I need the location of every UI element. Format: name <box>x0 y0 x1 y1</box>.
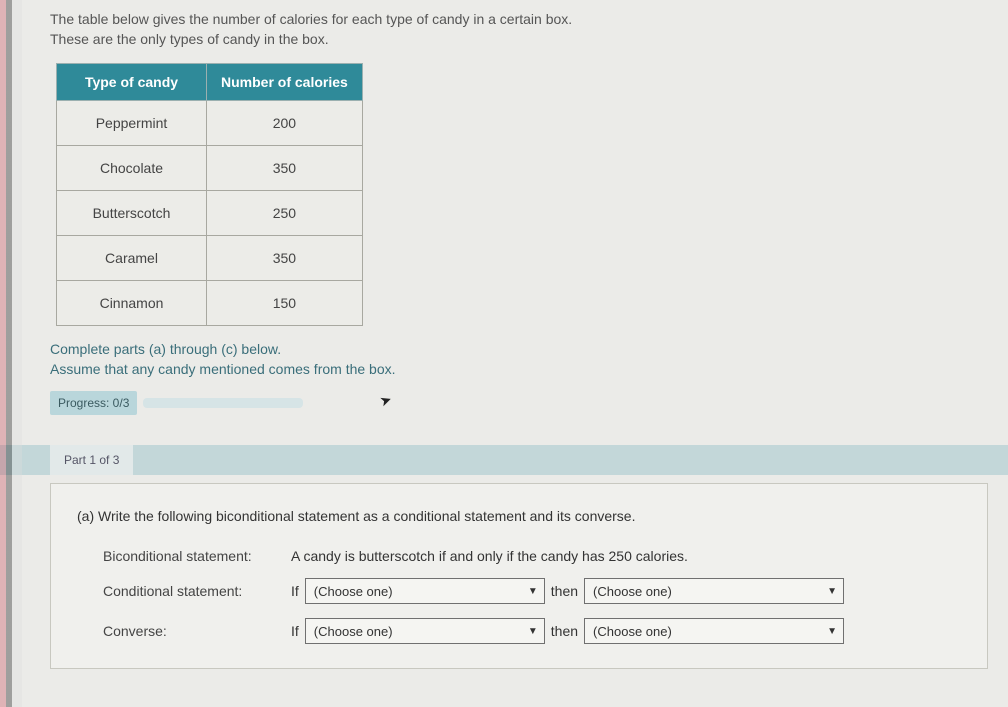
table-row: Peppermint 200 <box>57 101 363 146</box>
then-text: then <box>551 583 578 599</box>
table-header-type: Type of candy <box>57 64 207 101</box>
intro-line2: These are the only types of candy in the… <box>50 30 988 50</box>
if-text: If <box>291 623 299 639</box>
candy-table: Type of candy Number of calories Pepperm… <box>56 63 363 326</box>
intro-text: The table below gives the number of calo… <box>50 10 988 49</box>
question-card: (a) Write the following biconditional st… <box>50 483 988 669</box>
biconditional-label: Biconditional statement: <box>103 548 283 564</box>
chevron-down-icon: ▼ <box>827 626 837 637</box>
intro-line1: The table below gives the number of calo… <box>50 10 988 30</box>
biconditional-text: A candy is butterscotch if and only if t… <box>291 548 961 564</box>
chevron-down-icon: ▼ <box>528 586 538 597</box>
converse-if-dropdown[interactable]: (Choose one) ▼ <box>305 618 545 644</box>
dropdown-placeholder: (Choose one) <box>314 624 393 639</box>
then-text: then <box>551 623 578 639</box>
dropdown-placeholder: (Choose one) <box>593 584 672 599</box>
conditional-label: Conditional statement: <box>103 583 283 599</box>
converse-label: Converse: <box>103 623 283 639</box>
conditional-then-dropdown[interactable]: (Choose one) ▼ <box>584 578 844 604</box>
progress-label: Progress: 0/3 <box>50 391 137 415</box>
if-text: If <box>291 583 299 599</box>
part-tab: Part 1 of 3 <box>50 445 133 475</box>
part-bar: Part 1 of 3 <box>0 445 1008 475</box>
progress-row: Progress: 0/3 <box>50 391 988 415</box>
table-row: Butterscotch 250 <box>57 191 363 236</box>
progress-bar <box>143 398 303 408</box>
table-row: Chocolate 350 <box>57 146 363 191</box>
conditional-row: If (Choose one) ▼ then (Choose one) ▼ <box>291 578 961 604</box>
table-row: Cinnamon 150 <box>57 281 363 326</box>
question-prompt: (a) Write the following biconditional st… <box>77 508 961 524</box>
chevron-down-icon: ▼ <box>528 626 538 637</box>
converse-then-dropdown[interactable]: (Choose one) ▼ <box>584 618 844 644</box>
conditional-if-dropdown[interactable]: (Choose one) ▼ <box>305 578 545 604</box>
chevron-down-icon: ▼ <box>827 586 837 597</box>
instructions-text: Complete parts (a) through (c) below. As… <box>50 340 988 379</box>
dropdown-placeholder: (Choose one) <box>593 624 672 639</box>
table-row: Caramel 350 <box>57 236 363 281</box>
table-header-calories: Number of calories <box>207 64 363 101</box>
converse-row: If (Choose one) ▼ then (Choose one) ▼ <box>291 618 961 644</box>
dropdown-placeholder: (Choose one) <box>314 584 393 599</box>
